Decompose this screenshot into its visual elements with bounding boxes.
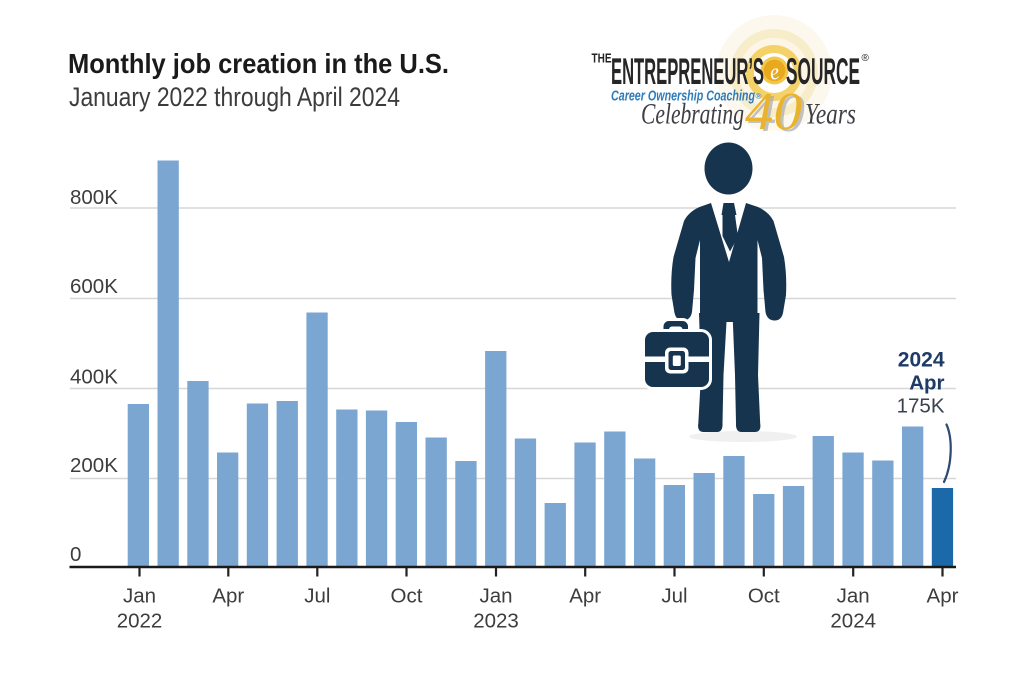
svg-text:Celebrating: Celebrating [641, 98, 744, 131]
svg-text:2023: 2023 [473, 610, 519, 633]
svg-text:Apr: Apr [909, 372, 944, 395]
svg-text:400K: 400K [70, 366, 118, 389]
svg-text:Jan: Jan [123, 585, 156, 608]
svg-text:Years: Years [805, 98, 856, 131]
svg-text:Apr: Apr [212, 585, 244, 608]
svg-text:ENTREPRENEUR’S: ENTREPRENEUR’S [611, 51, 764, 92]
svg-text:Career Ownership Coaching: Career Ownership Coaching [611, 89, 755, 105]
svg-text:Apr: Apr [569, 585, 601, 608]
svg-text:40: 40 [748, 85, 805, 143]
svg-text:Jan: Jan [479, 585, 512, 608]
svg-text:Oct: Oct [391, 585, 423, 608]
svg-text:600K: 600K [70, 275, 118, 298]
svg-text:Jan: Jan [837, 585, 870, 608]
svg-text:Oct: Oct [748, 585, 780, 608]
svg-text:2024: 2024 [898, 349, 945, 372]
svg-text:®: ® [862, 53, 870, 64]
svg-text:Apr: Apr [927, 585, 959, 608]
svg-text:THE: THE [592, 52, 612, 66]
svg-text:175K: 175K [897, 395, 945, 418]
svg-text:800K: 800K [70, 186, 118, 209]
svg-text:SOURCE: SOURCE [786, 51, 860, 92]
svg-text:0: 0 [70, 543, 81, 566]
svg-text:2022: 2022 [117, 610, 163, 633]
svg-text:®: ® [756, 92, 762, 101]
svg-text:Jul: Jul [661, 585, 687, 608]
svg-text:40: 40 [745, 83, 802, 141]
svg-text:Monthly job creation in the U.: Monthly job creation in the U.S. [68, 48, 449, 79]
svg-text:200K: 200K [70, 454, 118, 477]
svg-text:2024: 2024 [830, 610, 876, 633]
svg-text:January 2022 through April 202: January 2022 through April 2024 [69, 82, 400, 112]
svg-text:Jul: Jul [304, 585, 330, 608]
